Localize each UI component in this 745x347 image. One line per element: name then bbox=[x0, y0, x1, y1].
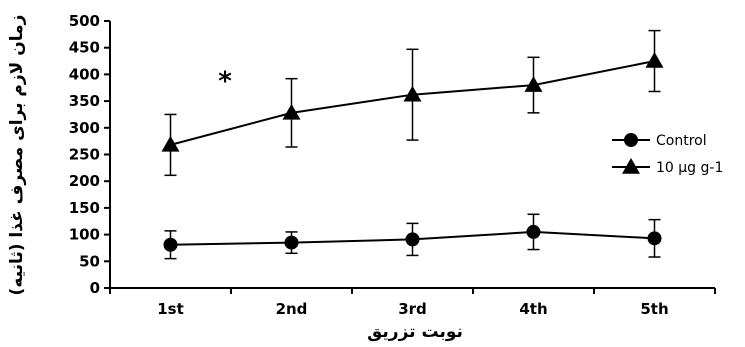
legend-marker-circle bbox=[624, 133, 638, 147]
y-tick-label: 200 bbox=[69, 172, 100, 190]
y-tick-label: 300 bbox=[69, 119, 100, 137]
y-axis-title: زمان لازم برای مصرف غذا (ثانیه) bbox=[7, 15, 27, 296]
legend-label: Control bbox=[656, 133, 707, 149]
y-tick-label: 450 bbox=[69, 39, 100, 57]
data-point-circle bbox=[405, 232, 420, 247]
data-point-triangle bbox=[161, 135, 180, 152]
data-point-circle bbox=[526, 224, 541, 239]
x-tick-label: 1st bbox=[157, 300, 184, 318]
x-axis-title: نوبت تزریق bbox=[367, 322, 463, 342]
x-tick-label: 3rd bbox=[398, 300, 427, 318]
data-point-circle bbox=[163, 237, 178, 252]
x-tick-label: 2nd bbox=[276, 300, 308, 318]
data-point-circle bbox=[284, 235, 299, 250]
legend-marker-triangle bbox=[622, 158, 640, 174]
legend-label: 10 µg g-1 bbox=[656, 160, 723, 176]
y-tick-label: 150 bbox=[69, 199, 100, 217]
y-tick-label: 350 bbox=[69, 92, 100, 110]
y-tick-label: 0 bbox=[90, 279, 100, 297]
y-tick-label: 50 bbox=[79, 252, 100, 270]
significance-asterisk: * bbox=[218, 66, 232, 96]
y-tick-label: 500 bbox=[69, 12, 100, 30]
y-tick-label: 400 bbox=[69, 65, 100, 83]
data-point-triangle bbox=[282, 103, 301, 120]
x-tick-label: 4th bbox=[519, 300, 547, 318]
y-tick-label: 100 bbox=[69, 226, 100, 244]
data-point-circle bbox=[647, 231, 662, 246]
x-tick-label: 5th bbox=[640, 300, 668, 318]
data-point-triangle bbox=[645, 52, 664, 68]
data-point-triangle bbox=[524, 76, 543, 92]
y-tick-label: 250 bbox=[69, 146, 100, 164]
data-point-triangle bbox=[403, 85, 422, 102]
